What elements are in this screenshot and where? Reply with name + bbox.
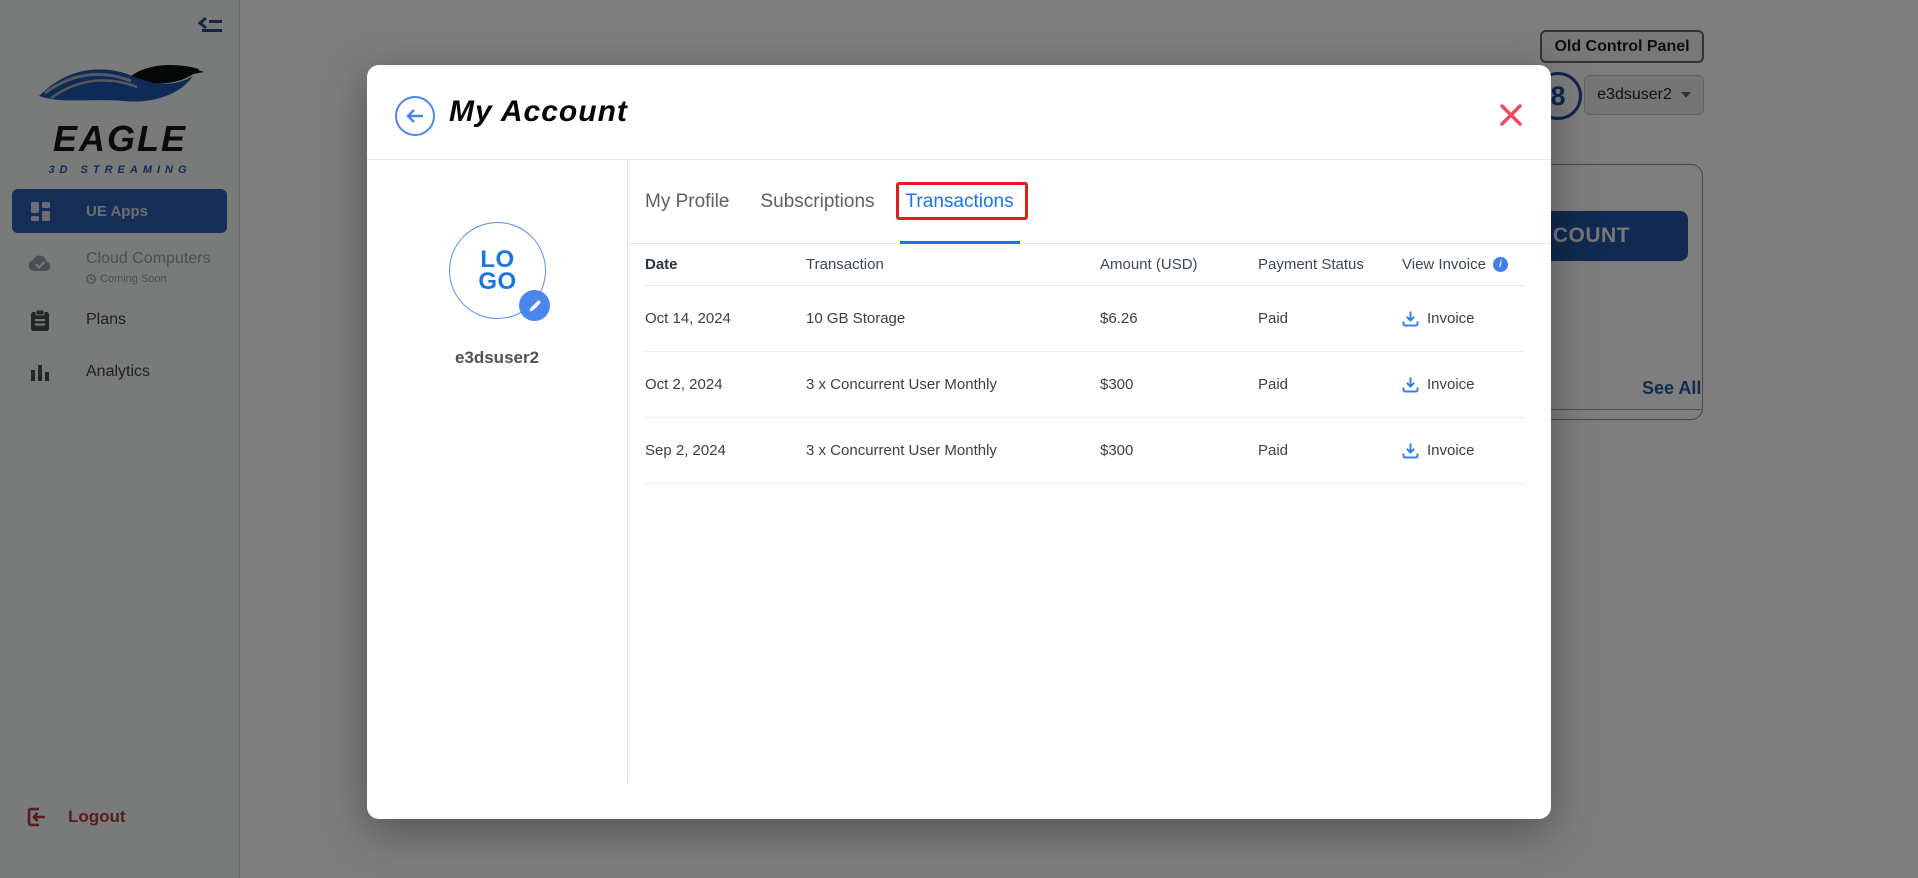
modal-title: My Account [449,95,628,128]
cell-transaction: 3 x Concurrent User Monthly [806,442,997,459]
back-button[interactable] [395,96,435,136]
tab-my-profile[interactable]: My Profile [645,190,730,212]
pencil-icon [529,300,540,311]
col-date: Date [645,256,678,273]
invoice-download-link[interactable]: Invoice [1402,310,1525,327]
cell-status: Paid [1258,310,1289,327]
table-row: Oct 2, 2024 3 x Concurrent User Monthly … [645,352,1525,418]
download-icon [1402,311,1419,327]
col-amount: Amount (USD) [1100,256,1198,273]
cell-amount: $300 [1100,376,1134,393]
table-row: Oct 14, 2024 10 GB Storage $6.26 Paid In… [645,286,1525,352]
cell-transaction: 10 GB Storage [806,310,906,327]
profile-username: e3dsuser2 [454,348,540,367]
modal-header: My Account [367,65,1551,160]
invoice-download-link[interactable]: Invoice [1402,376,1525,393]
profile-avatar: LO GO [449,222,550,321]
divider [627,160,628,783]
edit-avatar-button[interactable] [519,290,550,321]
cell-amount: $6.26 [1100,310,1138,327]
invoice-download-link[interactable]: Invoice [1402,442,1525,459]
cell-date: Sep 2, 2024 [645,442,726,459]
transactions-table: Date Transaction Amount (USD) Payment St… [645,244,1525,484]
download-icon [1402,377,1419,393]
account-tabs: My Profile Subscriptions Transactions [628,160,1551,244]
col-view-invoice: View Invoice i [1402,256,1525,273]
tab-transactions[interactable]: Transactions [895,160,1028,244]
tab-subscriptions[interactable]: Subscriptions [760,190,875,212]
cell-status: Paid [1258,376,1289,393]
col-payment-status: Payment Status [1258,256,1364,273]
cell-transaction: 3 x Concurrent User Monthly [806,376,997,393]
info-icon[interactable]: i [1492,257,1508,272]
cell-status: Paid [1258,442,1289,459]
cell-amount: $300 [1100,442,1134,459]
transactions-table-header: Date Transaction Amount (USD) Payment St… [645,244,1525,286]
download-icon [1402,443,1419,459]
transactions-rows: Oct 14, 2024 10 GB Storage $6.26 Paid In… [645,286,1525,484]
cell-date: Oct 14, 2024 [645,310,731,327]
cell-date: Oct 2, 2024 [645,376,723,393]
table-row: Sep 2, 2024 3 x Concurrent User Monthly … [645,418,1525,484]
col-transaction: Transaction [806,256,884,273]
account-content: My Profile Subscriptions Transactions Da… [628,160,1551,819]
arrow-left-icon [406,109,423,123]
my-account-modal: My Account LO GO e3dsuser2 [367,65,1551,819]
close-icon[interactable] [1497,101,1525,129]
